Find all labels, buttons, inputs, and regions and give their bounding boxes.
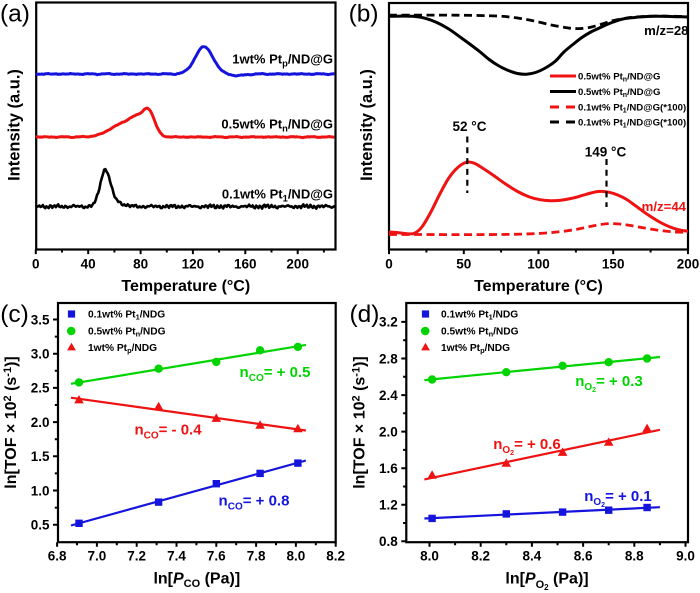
svg-text:0.5: 0.5	[31, 518, 50, 533]
svg-text:0.5wt% Ptn/ND@G: 0.5wt% Ptn/ND@G	[221, 117, 333, 134]
svg-text:8.6: 8.6	[574, 549, 593, 564]
svg-text:Intensity (a.u.): Intensity (a.u.)	[6, 69, 24, 181]
svg-text:1wt% Ptp/NDG: 1wt% Ptp/NDG	[441, 343, 510, 355]
svg-text:(c): (c)	[0, 301, 29, 328]
svg-text:(a): (a)	[0, 0, 30, 27]
svg-text:ln[TOF × 102 (s-1)]: ln[TOF × 102 (s-1)]	[351, 356, 369, 489]
svg-text:52 °C: 52 °C	[453, 119, 487, 134]
svg-text:7.0: 7.0	[88, 549, 107, 564]
svg-text:8.4: 8.4	[523, 549, 542, 564]
svg-text:0.8: 0.8	[379, 534, 398, 549]
svg-text:0.5wt% Ptn/ND@G: 0.5wt% Ptn/ND@G	[578, 72, 660, 84]
svg-text:1wt% Ptp/ND@G: 1wt% Ptp/ND@G	[232, 52, 333, 69]
svg-text:3.5: 3.5	[31, 312, 50, 327]
svg-text:0.1wt% Pt1/ND@G: 0.1wt% Pt1/ND@G	[222, 187, 333, 204]
svg-text:ln[TOF × 102 (s-1)]: ln[TOF × 102 (s-1)]	[2, 356, 20, 489]
svg-text:200: 200	[286, 257, 309, 272]
svg-text:2.8: 2.8	[379, 351, 398, 366]
svg-text:100: 100	[527, 257, 550, 272]
svg-text:50: 50	[456, 257, 471, 272]
svg-text:2.0: 2.0	[379, 424, 398, 439]
svg-text:160: 160	[234, 257, 257, 272]
svg-text:(b): (b)	[349, 0, 379, 27]
svg-text:149 °C: 149 °C	[585, 145, 627, 160]
svg-text:0.5wt% Ptn/ND@G: 0.5wt% Ptn/ND@G	[578, 87, 660, 99]
svg-text:1.2: 1.2	[379, 498, 398, 513]
svg-text:3.0: 3.0	[31, 347, 50, 362]
svg-text:80: 80	[133, 257, 148, 272]
svg-text:150: 150	[602, 257, 625, 272]
svg-text:ln[PCO (Pa)]: ln[PCO (Pa)]	[153, 571, 240, 591]
svg-text:m/z=44: m/z=44	[642, 199, 687, 214]
svg-text:8.2: 8.2	[326, 549, 345, 564]
svg-text:0.1wt% Pt1/ND@G(*100): 0.1wt% Pt1/ND@G(*100)	[578, 118, 686, 130]
svg-text:8.0: 8.0	[420, 549, 439, 564]
svg-text:0: 0	[385, 257, 393, 272]
svg-text:0.5wt% Ptn/NDG: 0.5wt% Ptn/NDG	[88, 326, 166, 338]
svg-text:1wt% Ptp/NDG: 1wt% Ptp/NDG	[88, 343, 157, 355]
svg-text:8.2: 8.2	[471, 549, 490, 564]
svg-text:0.5wt% Ptn/NDG: 0.5wt% Ptn/NDG	[441, 326, 519, 338]
svg-text:Temperature (°C): Temperature (°C)	[474, 278, 603, 295]
svg-text:40: 40	[81, 257, 96, 272]
svg-text:1.5: 1.5	[31, 449, 50, 464]
svg-text:7.4: 7.4	[167, 549, 186, 564]
svg-text:0: 0	[32, 257, 40, 272]
svg-text:Temperature (°C): Temperature (°C)	[121, 278, 250, 295]
svg-text:200: 200	[677, 257, 700, 272]
svg-text:Intensity (a.u.): Intensity (a.u.)	[358, 69, 376, 181]
svg-text:0.1wt% Pt1/ND@G(*100): 0.1wt% Pt1/ND@G(*100)	[578, 103, 686, 115]
svg-text:(d): (d)	[350, 301, 380, 328]
svg-text:2.4: 2.4	[379, 388, 398, 403]
svg-text:3.2: 3.2	[379, 315, 398, 330]
svg-text:8.0: 8.0	[287, 549, 306, 564]
svg-text:7.2: 7.2	[127, 549, 146, 564]
svg-text:1.6: 1.6	[379, 461, 398, 476]
svg-text:7.6: 7.6	[207, 549, 226, 564]
svg-text:6.8: 6.8	[48, 549, 67, 564]
svg-text:9.0: 9.0	[676, 549, 695, 564]
svg-text:7.8: 7.8	[247, 549, 266, 564]
svg-text:0.1wt% Pt1/NDG: 0.1wt% Pt1/NDG	[88, 309, 165, 321]
svg-text:2.0: 2.0	[31, 415, 50, 430]
svg-text:0.1wt% Pt1/NDG: 0.1wt% Pt1/NDG	[441, 309, 518, 321]
svg-text:120: 120	[182, 257, 205, 272]
svg-text:8.8: 8.8	[625, 549, 644, 564]
svg-text:m/z=28: m/z=28	[644, 23, 688, 38]
svg-text:2.5: 2.5	[31, 381, 50, 396]
svg-text:1.0: 1.0	[31, 483, 50, 498]
